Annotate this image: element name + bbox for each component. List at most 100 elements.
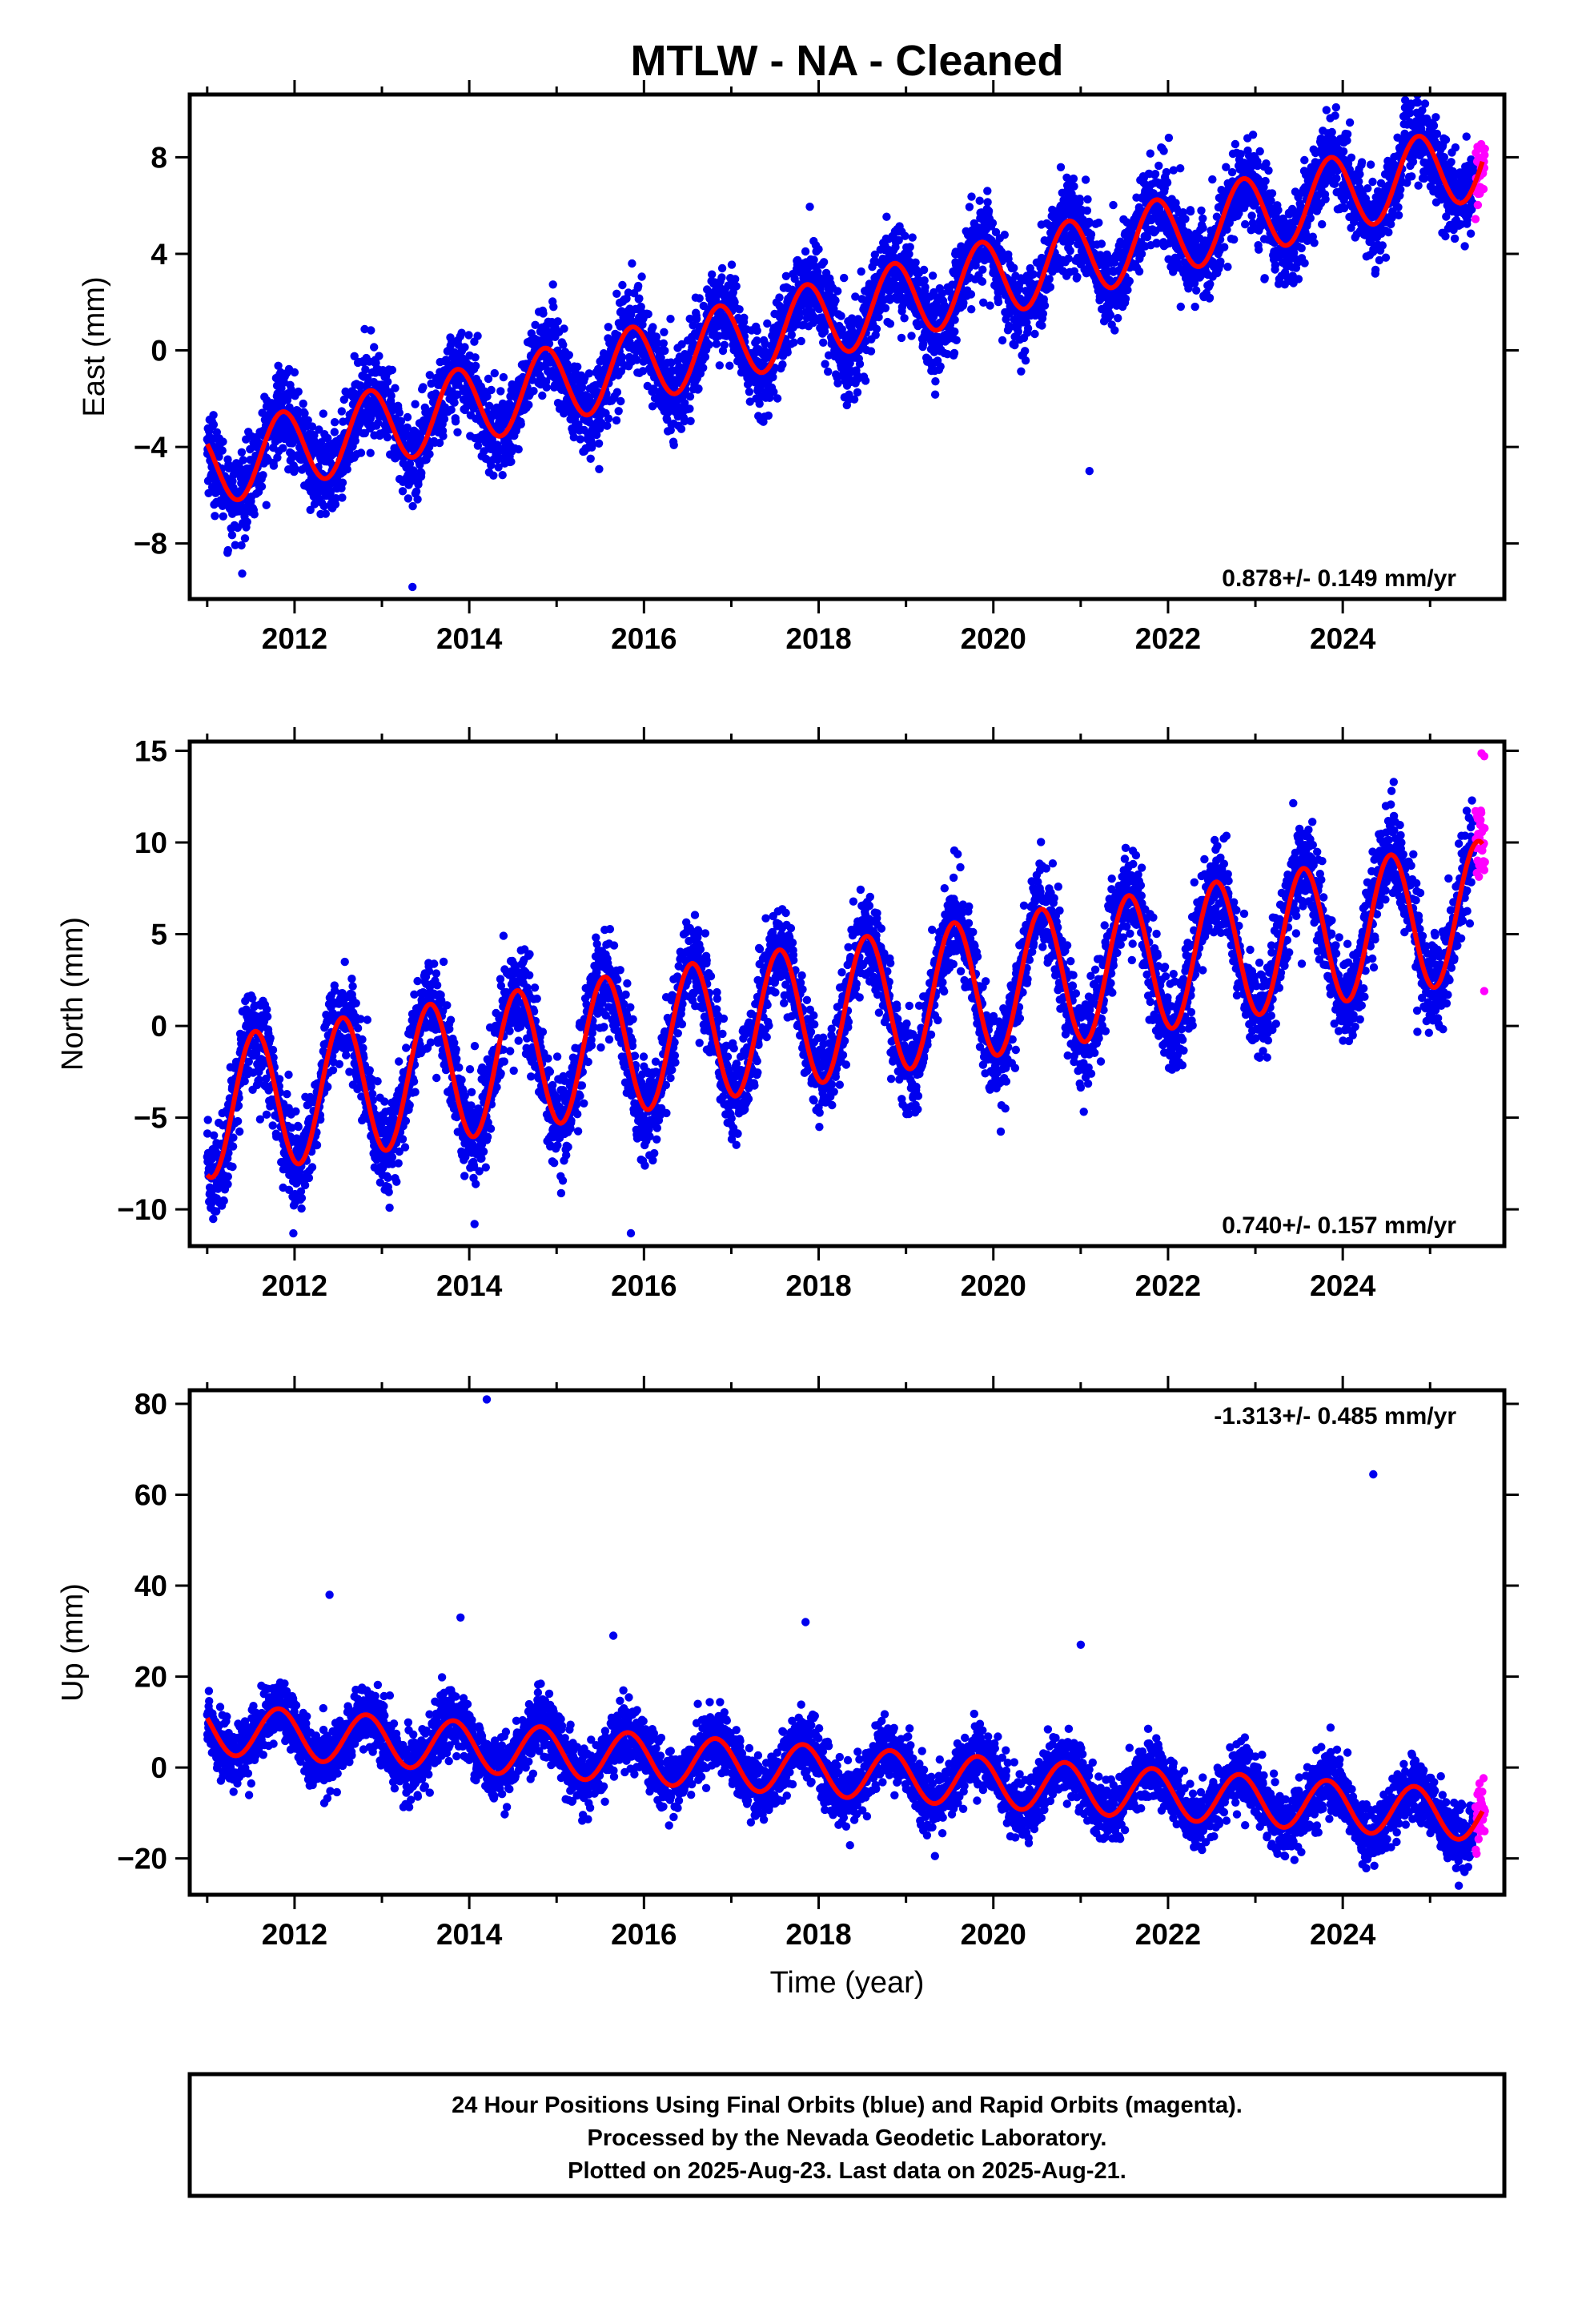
final-orbit-point <box>983 187 992 195</box>
final-orbit-point <box>453 390 462 399</box>
final-orbit-point <box>450 398 459 407</box>
final-orbit-point <box>638 367 648 376</box>
final-orbit-point <box>628 259 636 268</box>
final-orbit-point <box>635 294 644 303</box>
final-orbit-point <box>387 365 397 375</box>
final-orbit-point <box>269 461 279 470</box>
final-orbit-point <box>1384 227 1393 237</box>
final-orbit-point <box>1274 206 1283 215</box>
final-orbit-point <box>538 391 547 400</box>
final-orbit-point <box>1021 356 1030 365</box>
final-orbit-point <box>1192 286 1201 295</box>
final-orbit-point <box>219 512 227 521</box>
final-orbit-point <box>1297 243 1306 253</box>
final-orbit-point <box>494 463 503 472</box>
final-orbit-point <box>797 336 805 346</box>
final-orbit-point <box>1191 302 1199 312</box>
final-orbit-point <box>1075 195 1084 203</box>
final-orbit-point <box>287 385 295 394</box>
final-orbit-point <box>228 476 237 486</box>
final-orbit-point <box>310 500 319 509</box>
final-orbit-point <box>773 394 782 403</box>
final-orbit-point <box>321 509 330 518</box>
final-orbit-point <box>1046 283 1055 292</box>
final-orbit-point <box>489 471 498 480</box>
final-orbit-point <box>350 352 359 360</box>
final-orbit-point <box>801 247 810 256</box>
final-orbit-point <box>1212 212 1222 221</box>
final-orbit-point <box>818 338 828 347</box>
final-orbit-point <box>866 347 876 356</box>
final-orbit-point <box>994 297 1003 307</box>
final-orbit-point <box>414 480 423 489</box>
final-orbit-point <box>398 487 408 496</box>
final-orbit-point <box>1347 153 1356 162</box>
final-orbit-point <box>659 339 668 348</box>
final-orbit-point <box>831 296 840 305</box>
final-orbit-point <box>1331 103 1341 112</box>
final-orbit-point <box>1014 328 1023 336</box>
final-orbit-point <box>1241 219 1250 229</box>
final-orbit-point <box>1094 218 1103 227</box>
final-orbit-point <box>413 495 422 504</box>
final-orbit-point <box>809 255 818 264</box>
final-orbit-point <box>789 338 798 347</box>
final-orbit-point <box>1186 207 1195 216</box>
final-orbit-point <box>303 416 312 424</box>
final-orbit-point <box>1064 254 1073 263</box>
final-orbit-point <box>986 301 994 310</box>
final-orbit-point <box>1146 149 1155 158</box>
final-orbit-point <box>259 471 267 480</box>
final-orbit-point <box>383 432 392 442</box>
final-orbit-point <box>417 468 426 477</box>
final-orbit-point <box>1381 253 1391 262</box>
final-orbit-point <box>1220 243 1229 251</box>
final-orbit-point <box>950 348 959 358</box>
final-orbit-point <box>1181 215 1190 223</box>
final-orbit-point <box>473 332 482 340</box>
final-orbit-point <box>1134 267 1144 276</box>
final-orbit-point <box>464 331 473 340</box>
final-orbit-point <box>1114 314 1122 323</box>
final-orbit-point <box>677 424 686 433</box>
final-orbit-point <box>905 243 914 251</box>
final-orbit-point <box>405 460 415 468</box>
final-orbit-point <box>215 452 223 461</box>
final-orbit-point <box>293 406 302 415</box>
final-orbit-point <box>355 381 365 390</box>
final-orbit-point <box>209 420 219 429</box>
final-orbit-point <box>592 430 601 440</box>
final-orbit-point <box>1159 147 1168 155</box>
final-orbit-point <box>712 340 721 348</box>
final-orbit-point <box>315 425 323 434</box>
final-orbit-point <box>936 362 945 371</box>
final-orbit-point <box>524 400 533 409</box>
final-orbit-point <box>694 384 703 393</box>
final-orbit-point <box>435 438 444 448</box>
final-orbit-point <box>740 313 749 322</box>
final-orbit-point <box>998 336 1007 345</box>
final-orbit-point <box>1310 239 1319 247</box>
final-orbit-point <box>857 267 865 276</box>
final-orbit-point <box>1199 223 1207 232</box>
final-orbit-point <box>775 293 784 302</box>
final-orbit-point <box>338 478 347 487</box>
final-orbit-point <box>507 457 516 466</box>
final-orbit-point <box>360 324 369 334</box>
final-orbit-point <box>408 501 417 511</box>
final-orbit-point <box>1339 147 1348 156</box>
final-orbit-point <box>1255 245 1263 254</box>
final-orbit-point <box>727 260 737 269</box>
final-orbit-point <box>1230 235 1239 244</box>
final-orbit-point <box>549 303 558 312</box>
final-orbit-point <box>361 365 370 374</box>
final-orbit-point <box>299 399 307 408</box>
final-orbit-point <box>652 339 662 348</box>
final-orbit-point <box>1371 265 1380 275</box>
final-orbit-point <box>1267 189 1277 198</box>
final-orbit-point <box>618 280 627 290</box>
final-orbit-point <box>586 454 595 463</box>
final-orbit-point <box>1394 211 1403 219</box>
final-orbit-point <box>569 432 578 442</box>
final-orbit-point <box>819 258 829 267</box>
